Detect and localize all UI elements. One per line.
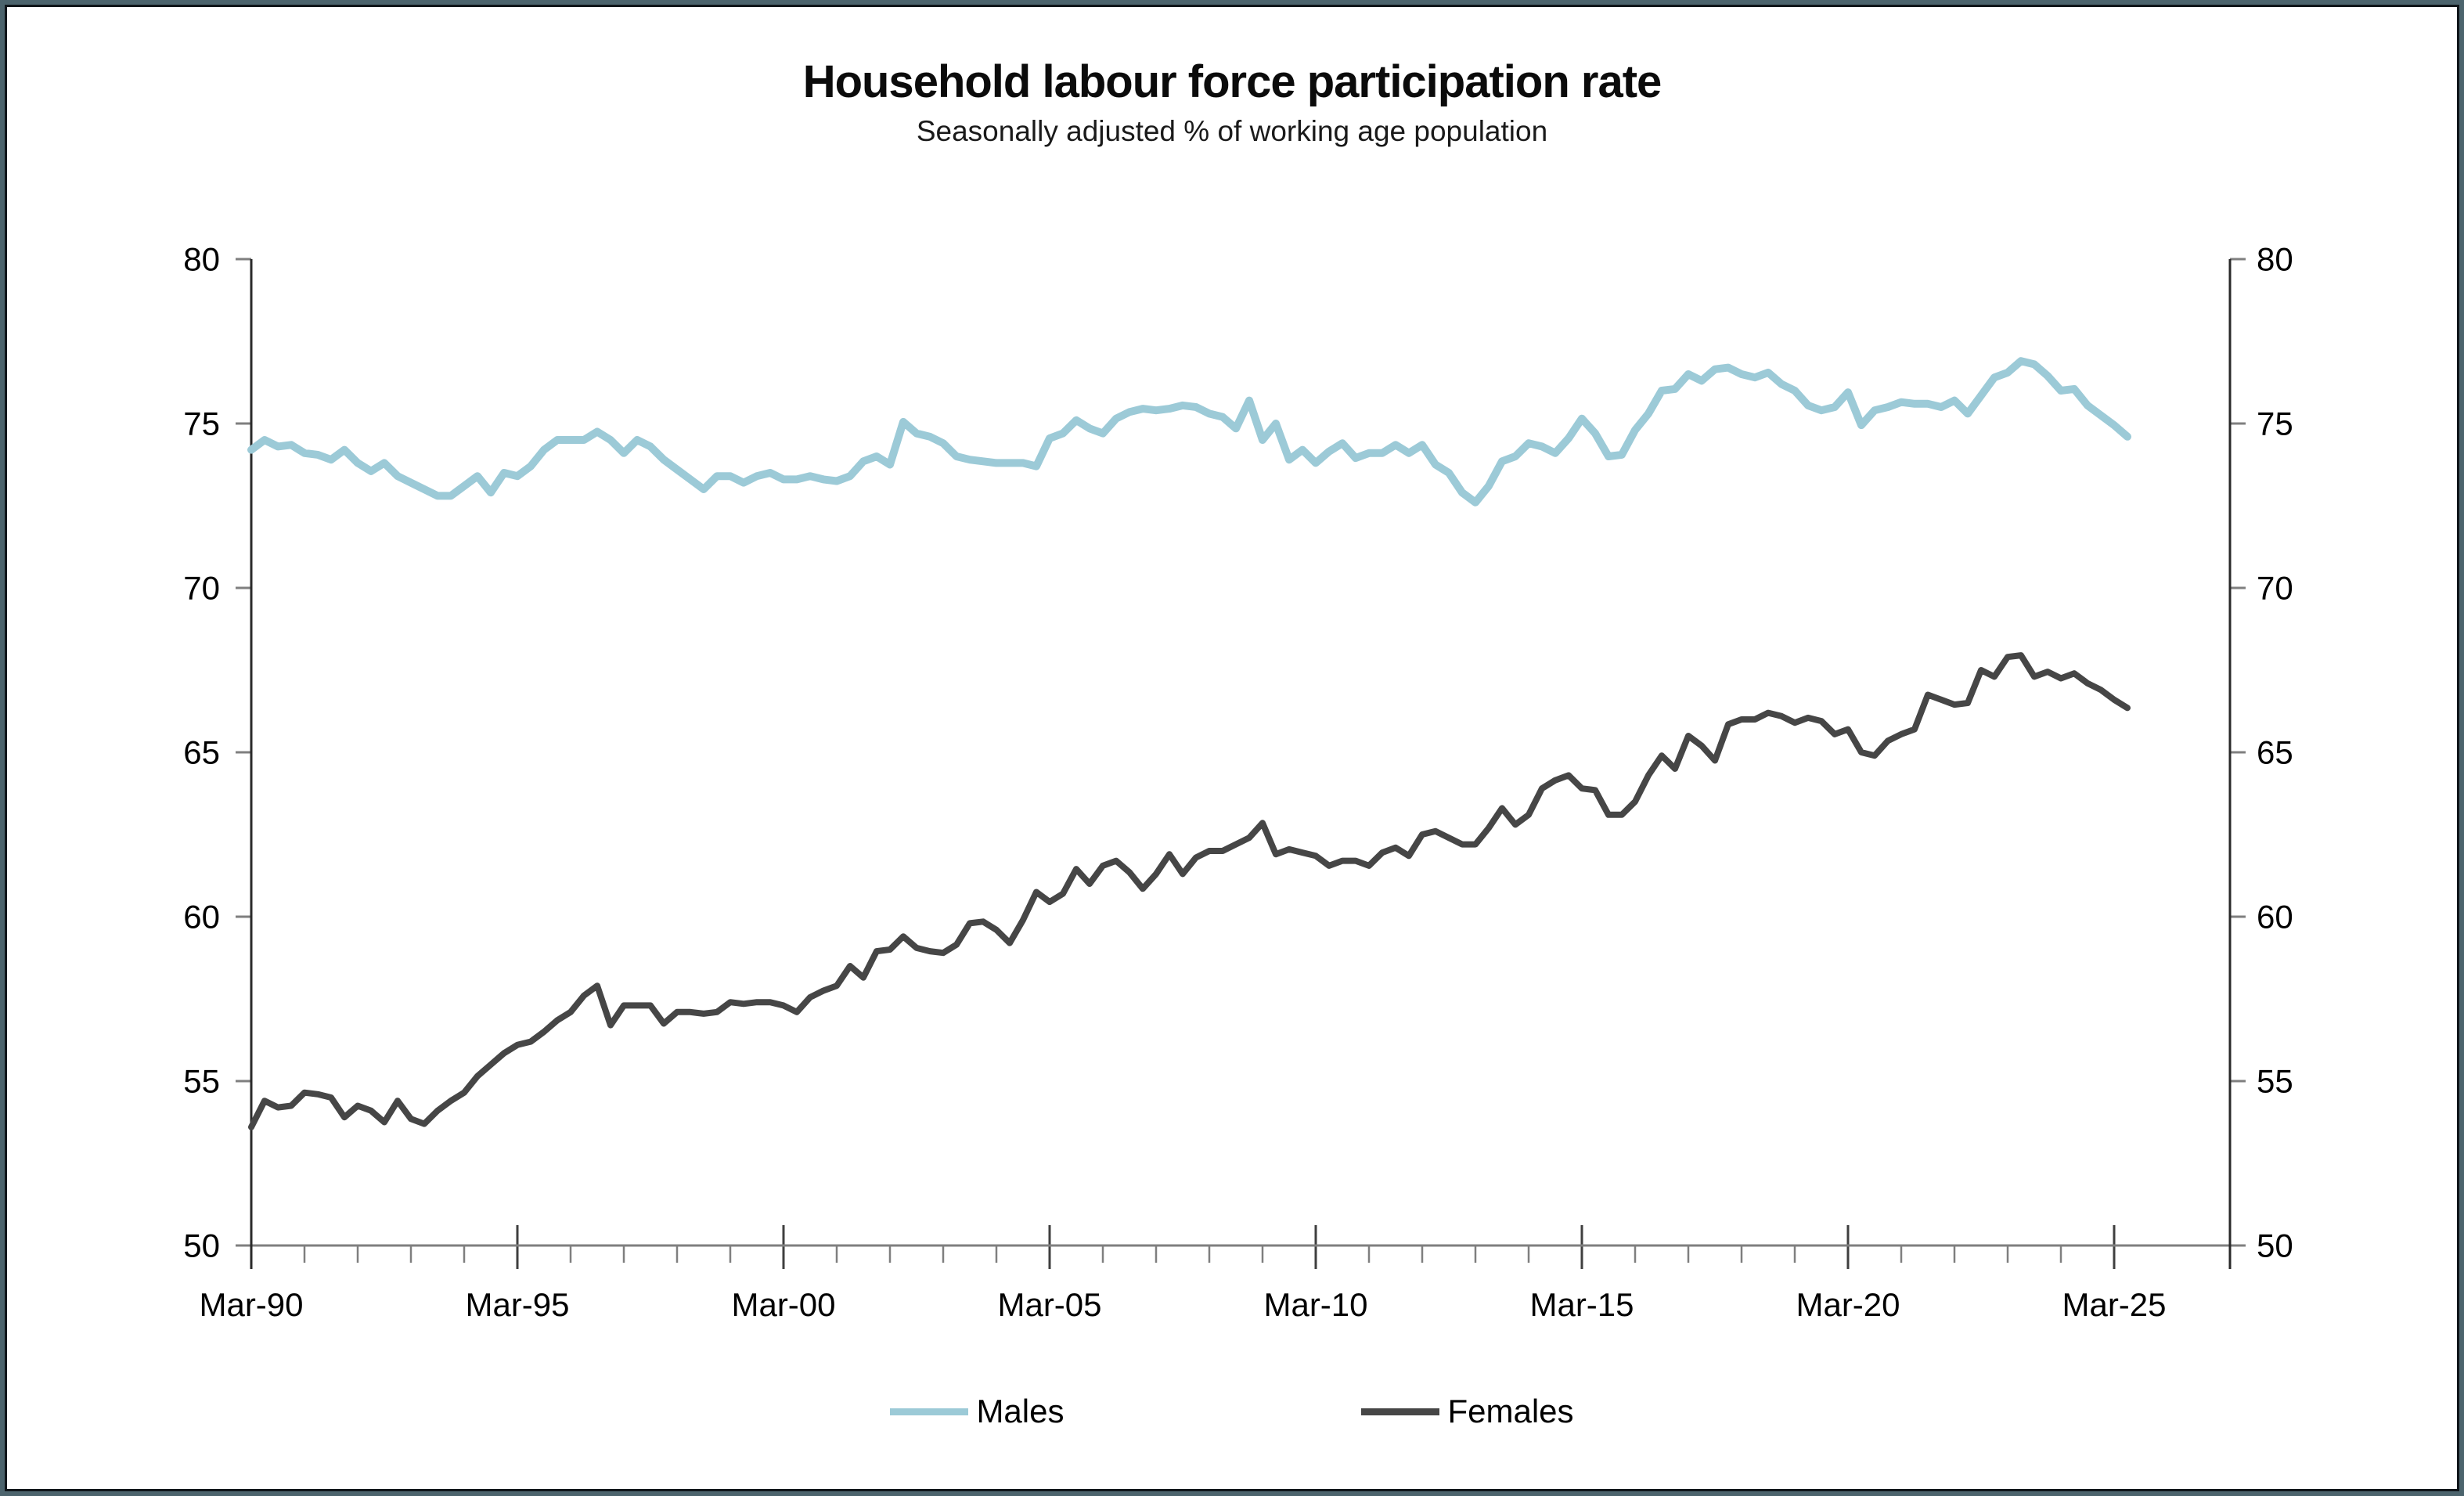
x-tick-label: Mar-15: [1529, 1286, 1634, 1323]
y-tick-label-right: 60: [2257, 899, 2293, 935]
y-tick-label-left: 50: [183, 1227, 220, 1264]
females-line: [248, 652, 2131, 1130]
y-tick-label-left: 65: [183, 734, 220, 771]
x-tick-label: Mar-20: [1796, 1286, 1900, 1323]
y-tick-label-right: 75: [2257, 406, 2293, 442]
males-line-swatch: [890, 1408, 969, 1415]
y-tick-label-right: 80: [2257, 241, 2293, 278]
legend-item-females: Females: [1361, 1393, 1574, 1430]
x-tick-label: Mar-05: [997, 1286, 1101, 1323]
x-tick-label: Mar-00: [731, 1286, 835, 1323]
x-tick-label: Mar-10: [1263, 1286, 1367, 1323]
x-tick-label: Mar-90: [199, 1286, 303, 1323]
males-line: [247, 357, 2131, 506]
chart-subtitle: Seasonally adjusted % of working age pop…: [916, 115, 1548, 147]
participation-chart: 50 50 55 55 60 60 65 65 70 70 75 75 80 80 Mar-90 Mar-95…: [183, 241, 2293, 1324]
legend-label-females: Females: [1447, 1393, 1574, 1429]
y-tick-label-left: 70: [183, 570, 220, 607]
y-tick-label-left: 75: [183, 406, 220, 442]
chart-panel: 50 50 55 55 60 60 65 65 70 70 75 75 80 80 Mar-90 Mar-95…: [5, 5, 2459, 1491]
y-tick-label-right: 65: [2257, 734, 2293, 771]
y-tick-label-left: 55: [183, 1063, 220, 1100]
legend-label-males: Males: [976, 1393, 1064, 1429]
legend-item-males: Males: [890, 1393, 1064, 1430]
y-tick-label-left: 80: [183, 241, 220, 278]
chart-title: Household labour force participation rat…: [802, 56, 1662, 107]
females-line-swatch: [1361, 1408, 1440, 1415]
x-tick-label: Mar-25: [2062, 1286, 2166, 1323]
y-tick-label-right: 70: [2257, 570, 2293, 607]
y-tick-label-left: 60: [183, 899, 220, 935]
y-tick-label-right: 50: [2257, 1227, 2293, 1264]
chart-legend: Males Females: [7, 1393, 2457, 1430]
x-tick-label: Mar-95: [465, 1286, 569, 1323]
y-tick-label-right: 55: [2257, 1063, 2293, 1100]
